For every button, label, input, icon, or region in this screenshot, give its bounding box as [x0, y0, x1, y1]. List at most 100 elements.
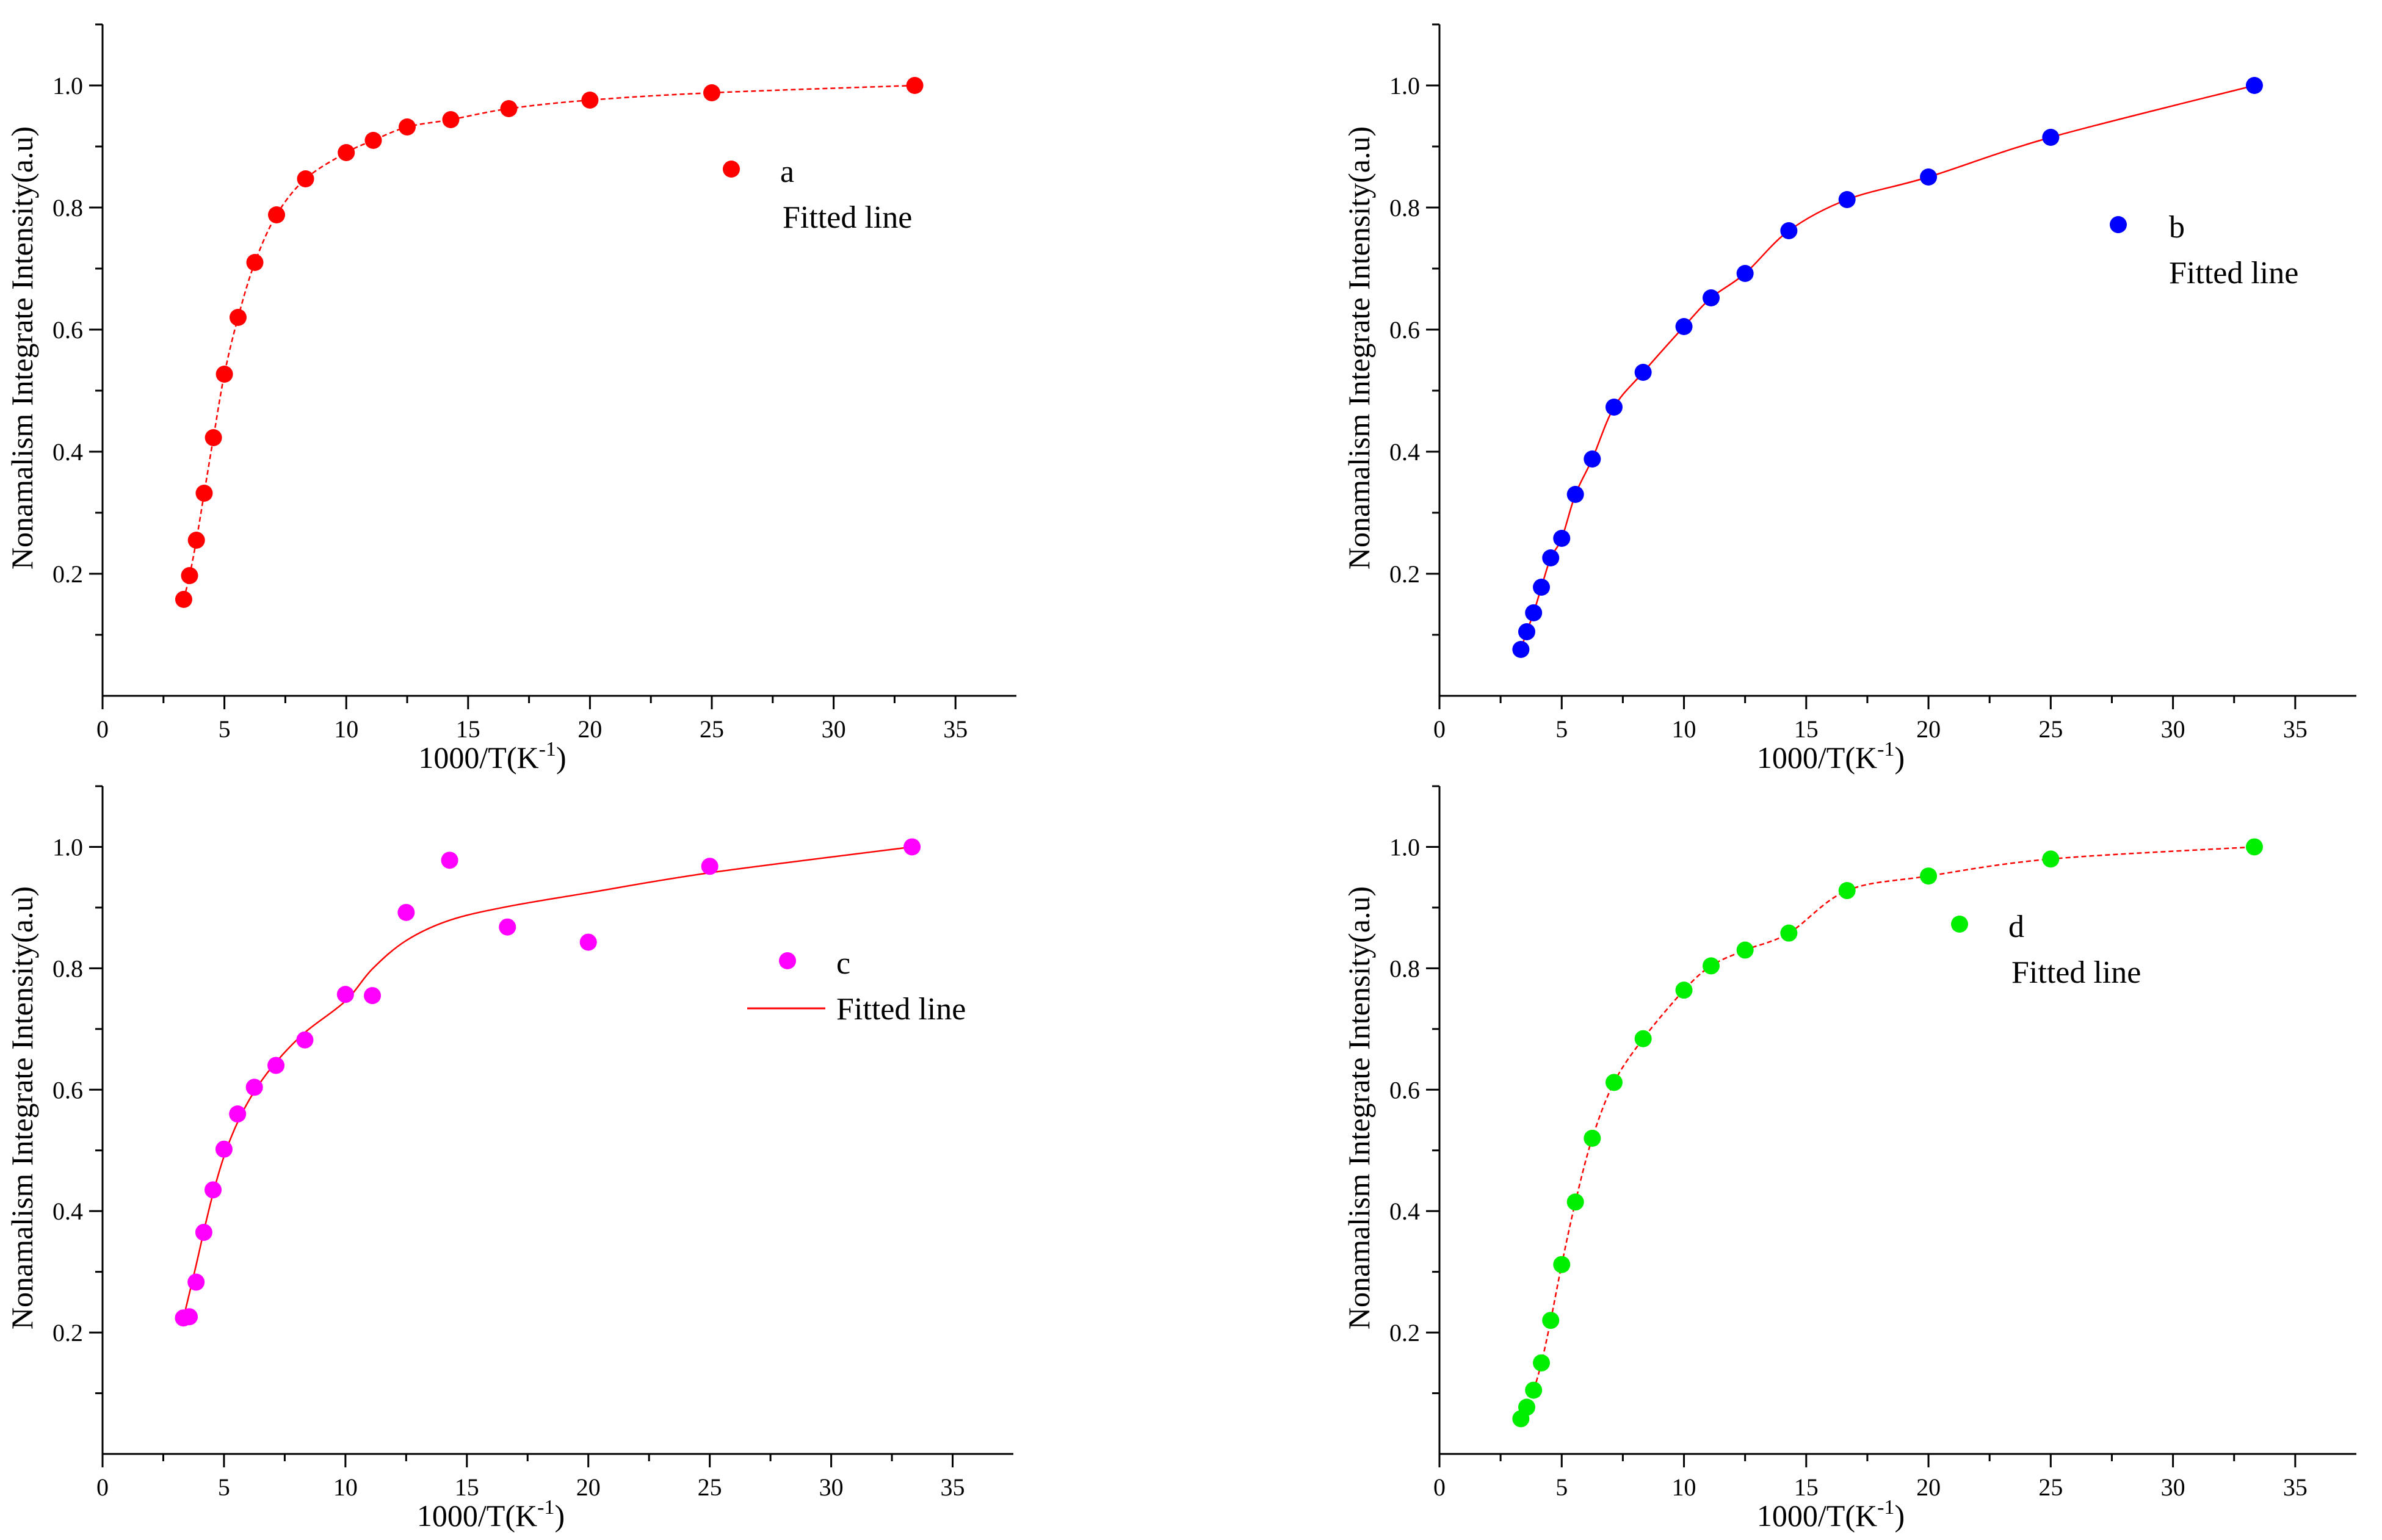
data-point [215, 1140, 233, 1158]
fitted-line [1520, 846, 2255, 1419]
x-axis-label-main: 1000/T(K [418, 740, 538, 775]
data-point [1584, 1129, 1601, 1147]
x-axis-label-main: 1000/T(K [1757, 1498, 1877, 1533]
data-point [581, 92, 599, 109]
x-tick-label: 25 [698, 1473, 722, 1501]
data-point [245, 1079, 263, 1096]
data-point [2042, 129, 2060, 146]
data-point [364, 987, 382, 1005]
y-axis-label: Nonamalism Integrate Intensity(a.u) [1342, 886, 1376, 1329]
data-point [1553, 530, 1571, 547]
x-axis-label-sup: -1 [539, 738, 556, 761]
data-point [1525, 604, 1543, 621]
y-tick-label: 0.8 [1389, 955, 1420, 982]
data-point [268, 206, 286, 223]
x-tick-label: 20 [577, 715, 602, 743]
x-tick-label: 5 [1555, 1473, 1568, 1501]
y-tick-label: 0.6 [52, 1076, 83, 1104]
data-point [364, 132, 382, 149]
data-point [1675, 981, 1693, 999]
x-axis-label-sup: -1 [537, 1496, 554, 1519]
data-point [297, 170, 314, 187]
legend-marker [779, 952, 796, 969]
data-point [1584, 450, 1601, 468]
y-tick-label: 0.2 [1389, 1319, 1420, 1347]
x-tick-label: 5 [219, 715, 231, 743]
legend-marker [1951, 916, 1968, 933]
x-tick-label: 5 [218, 1473, 230, 1501]
x-tick-label: 15 [1794, 1473, 1819, 1501]
y-axis-label: Nonamalism Integrate Intensity(a.u) [1342, 126, 1376, 569]
y-axis-label: Nonamalism Integrate Intensity(a.u) [5, 126, 39, 569]
legend-marker [723, 161, 740, 178]
data-point [1542, 549, 1560, 566]
data-point [181, 567, 198, 584]
x-tick-label: 35 [2283, 1473, 2308, 1501]
fitted-line [183, 846, 913, 1318]
x-tick-label: 5 [1555, 715, 1568, 743]
data-point [195, 485, 213, 502]
legend-series-label: b [2169, 210, 2185, 245]
y-tick-label: 1.0 [52, 72, 83, 99]
data-point [229, 1105, 247, 1123]
data-point [1920, 168, 1938, 186]
y-tick-label: 1.0 [1389, 833, 1420, 861]
data-point [1542, 1312, 1560, 1329]
x-tick-label: 0 [1433, 715, 1446, 743]
x-tick-label: 25 [700, 715, 724, 743]
x-tick-label: 0 [1433, 1473, 1446, 1501]
data-point [701, 858, 719, 875]
data-point [1512, 641, 1530, 658]
data-point [1605, 399, 1623, 416]
data-point [442, 111, 460, 128]
data-point [441, 851, 458, 869]
x-tick-label: 15 [456, 715, 480, 743]
y-axis-label: Nonamalism Integrate Intensity(a.u) [5, 886, 39, 1329]
x-tick-label: 35 [2283, 715, 2308, 743]
y-tick-label: 0.6 [1389, 316, 1420, 344]
y-tick-label: 0.6 [52, 316, 83, 344]
data-point [338, 144, 355, 161]
y-tick-label: 0.4 [1389, 1198, 1420, 1225]
x-tick-label: 30 [819, 1473, 844, 1501]
x-tick-label: 15 [1794, 715, 1819, 743]
x-tick-label: 30 [2161, 715, 2185, 743]
y-tick-label: 1.0 [52, 833, 83, 861]
data-point [1518, 623, 1535, 640]
x-tick-label: 10 [1672, 1473, 1696, 1501]
x-tick-label: 0 [96, 1473, 109, 1501]
data-point [1736, 265, 1754, 282]
data-point [187, 1273, 205, 1291]
fitted-line [1520, 84, 2255, 650]
x-axis-label-close: ) [1894, 740, 1905, 775]
x-axis-label: 1000/T(K-1) [1757, 1496, 1905, 1533]
legend-series-label: d [2008, 909, 2024, 944]
y-tick-label: 1.0 [1389, 72, 1420, 99]
data-point [1533, 579, 1551, 596]
data-point [2245, 77, 2263, 94]
chart-panel-b: 0 5 10 15 20 25 30 35 0.2 0.4 0.6 0.8 1.0 1000/T(K-1)… [1342, 23, 2356, 775]
x-tick-label: 25 [2038, 715, 2063, 743]
x-tick-label: 10 [334, 715, 358, 743]
legend-series-label: c [836, 946, 850, 981]
data-point [1533, 1354, 1551, 1372]
y-tick-label: 0.4 [52, 1198, 83, 1225]
x-tick-label: 10 [1672, 715, 1696, 743]
x-axis-label-sup: -1 [1877, 738, 1894, 761]
data-point [399, 118, 416, 136]
legend-marker [2110, 216, 2127, 233]
data-point [499, 918, 516, 936]
x-tick-label: 15 [455, 1473, 479, 1501]
data-point [175, 591, 192, 608]
x-axis-label: 1000/T(K-1) [418, 738, 566, 775]
x-tick-label: 10 [333, 1473, 358, 1501]
data-point [1920, 867, 1938, 885]
x-tick-label: 20 [1916, 1473, 1941, 1501]
data-point [187, 532, 205, 549]
chart-panel-a: 0 5 10 15 20 25 30 35 0.2 0.4 0.6 0.8 1.0 1000/T(K-1)… [5, 23, 1016, 775]
y-tick-label: 0.2 [52, 1319, 83, 1347]
y-tick-label: 0.4 [52, 438, 83, 466]
legend-series-label: a [780, 154, 794, 189]
data-point [1566, 1193, 1584, 1211]
x-axis-label: 1000/T(K-1) [417, 1496, 565, 1533]
